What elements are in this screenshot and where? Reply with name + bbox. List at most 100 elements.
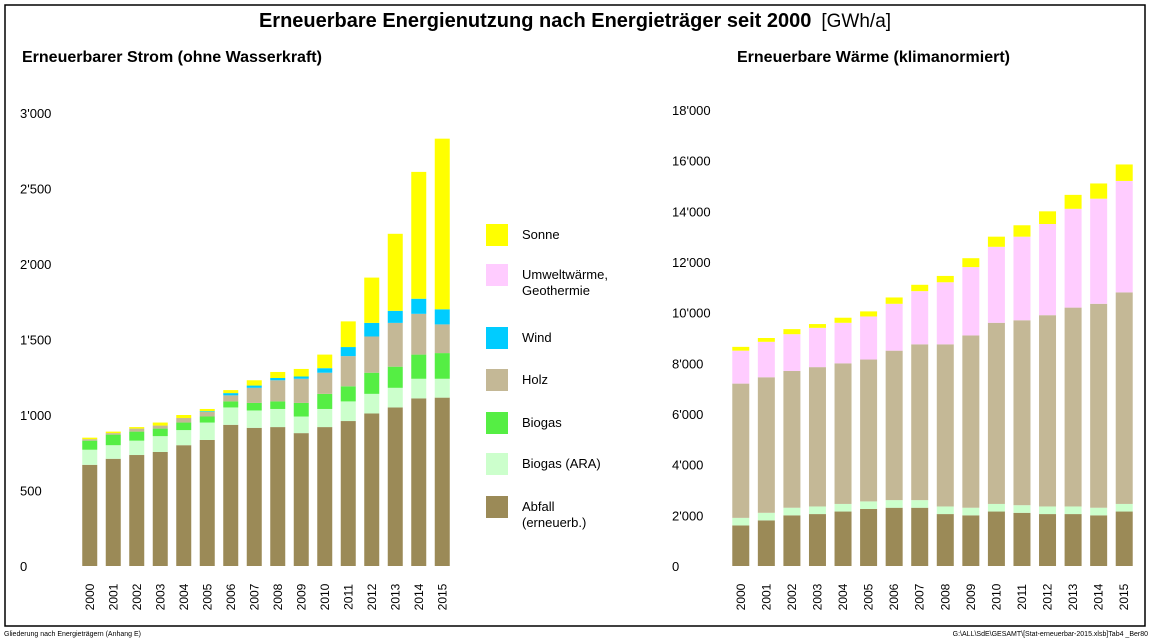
bar-segment [129,431,145,441]
bar-segment [293,368,309,377]
bar-segment [270,401,286,409]
bar-segment [732,350,750,384]
bar-segment [246,427,262,566]
bar-segment [1013,236,1031,321]
bar-segment [936,282,954,345]
legend-swatch [486,264,508,286]
bar-segment [860,316,878,360]
bar-segment [1090,507,1108,516]
bar-segment [987,503,1005,512]
y-tick-label: 1'000 [20,408,51,423]
y-tick-label: 10'000 [672,306,711,321]
bar-segment [364,393,380,414]
footer-right: G:\ALL\SdE\GESAMT\[Stat-erneuerbar-2015.… [952,631,1148,638]
bar-segment [364,413,380,566]
bar-segment [987,236,1005,247]
bar-segment [1115,164,1133,181]
subtitle: Erneuerbarer Strom (ohne Wasserkraft) [22,49,322,66]
x-tick-label: 2005 [200,583,214,610]
bar-segment [223,393,239,396]
bar-segment [270,371,286,379]
y-tick-label: 0 [672,559,679,574]
bar-segment [387,407,403,566]
bar-segment [834,317,852,323]
bar-segment [411,354,427,379]
bar-segment [246,385,262,388]
bar-segment [129,455,145,566]
bar-segment [364,336,380,373]
bar-segment [317,393,333,409]
bar-segment [1039,315,1057,507]
y-tick-label: 1'500 [20,333,51,348]
x-tick-label: 2003 [810,583,824,610]
x-tick-label: 2006 [224,583,238,610]
bar-segment [962,267,980,336]
x-tick-label: 2011 [341,584,355,610]
y-tick-label: 500 [20,484,42,499]
bar-segment [1115,180,1133,293]
y-tick-label: 2'500 [20,182,51,197]
x-tick-label: 2014 [1092,583,1106,610]
bar-segment [834,322,852,364]
bar-segment [246,410,262,428]
x-tick-label: 2008 [938,583,952,610]
y-tick-label: 8'000 [672,356,703,371]
bar-segment [1039,211,1057,224]
x-tick-label: 2005 [862,583,876,610]
legend-label: Wind [522,330,552,345]
bar-segment [434,353,450,379]
bar-segment [82,440,98,450]
bar-segment [152,425,168,429]
bar-segment [270,427,286,566]
bar-segment [317,368,333,373]
x-tick-label: 2015 [1117,583,1131,610]
legend-label: Sonne [522,227,560,242]
legend-label: Abfall (erneuerb.) [522,499,587,530]
bar-segment [732,346,750,351]
bar-segment [911,344,929,501]
bar-segment [1064,506,1082,515]
x-tick-label: 2008 [271,583,285,610]
x-tick-label: 2014 [412,583,426,610]
bar-segment [1064,307,1082,507]
bar-segment [340,356,356,387]
bar-segment [434,397,450,566]
bar-segment [270,378,286,381]
legend-swatch [486,496,508,518]
bar-segment [223,407,239,425]
bar-segment [962,515,980,566]
bar-segment [757,512,775,521]
y-tick-label: 2'000 [20,257,51,272]
x-tick-label: 2013 [1066,583,1080,610]
bar-segment [1013,512,1031,566]
unit: [GWh/a] [821,11,891,32]
bar-segment [1115,503,1133,512]
bar-segment [1013,225,1031,237]
bar-segment [105,431,121,434]
y-tick-label: 18'000 [672,103,711,118]
x-tick-label: 2010 [989,583,1003,610]
bar-segment [1090,303,1108,508]
legend-label: Umweltwärme, Geothermie [522,267,608,298]
bar-segment [1115,511,1133,566]
bar-segment [176,418,192,423]
bar-segment [1013,505,1031,513]
bar-segment [340,421,356,566]
bar-segment [783,329,801,335]
x-tick-label: 2010 [318,583,332,610]
bar-segment [82,439,98,441]
bar-segment [434,324,450,354]
bar-segment [885,507,903,566]
legend-item: Biogas (ARA) [486,453,642,475]
bar-segment [82,437,98,440]
bar-segment [808,324,826,328]
bar-segment [105,433,121,435]
bar-segment [411,313,427,355]
bar-segment [223,424,239,566]
bar-segment [411,171,427,299]
bar-segment [732,383,750,518]
bar-segment [834,511,852,566]
bar-segment [152,436,168,452]
bar-segment [387,322,403,367]
